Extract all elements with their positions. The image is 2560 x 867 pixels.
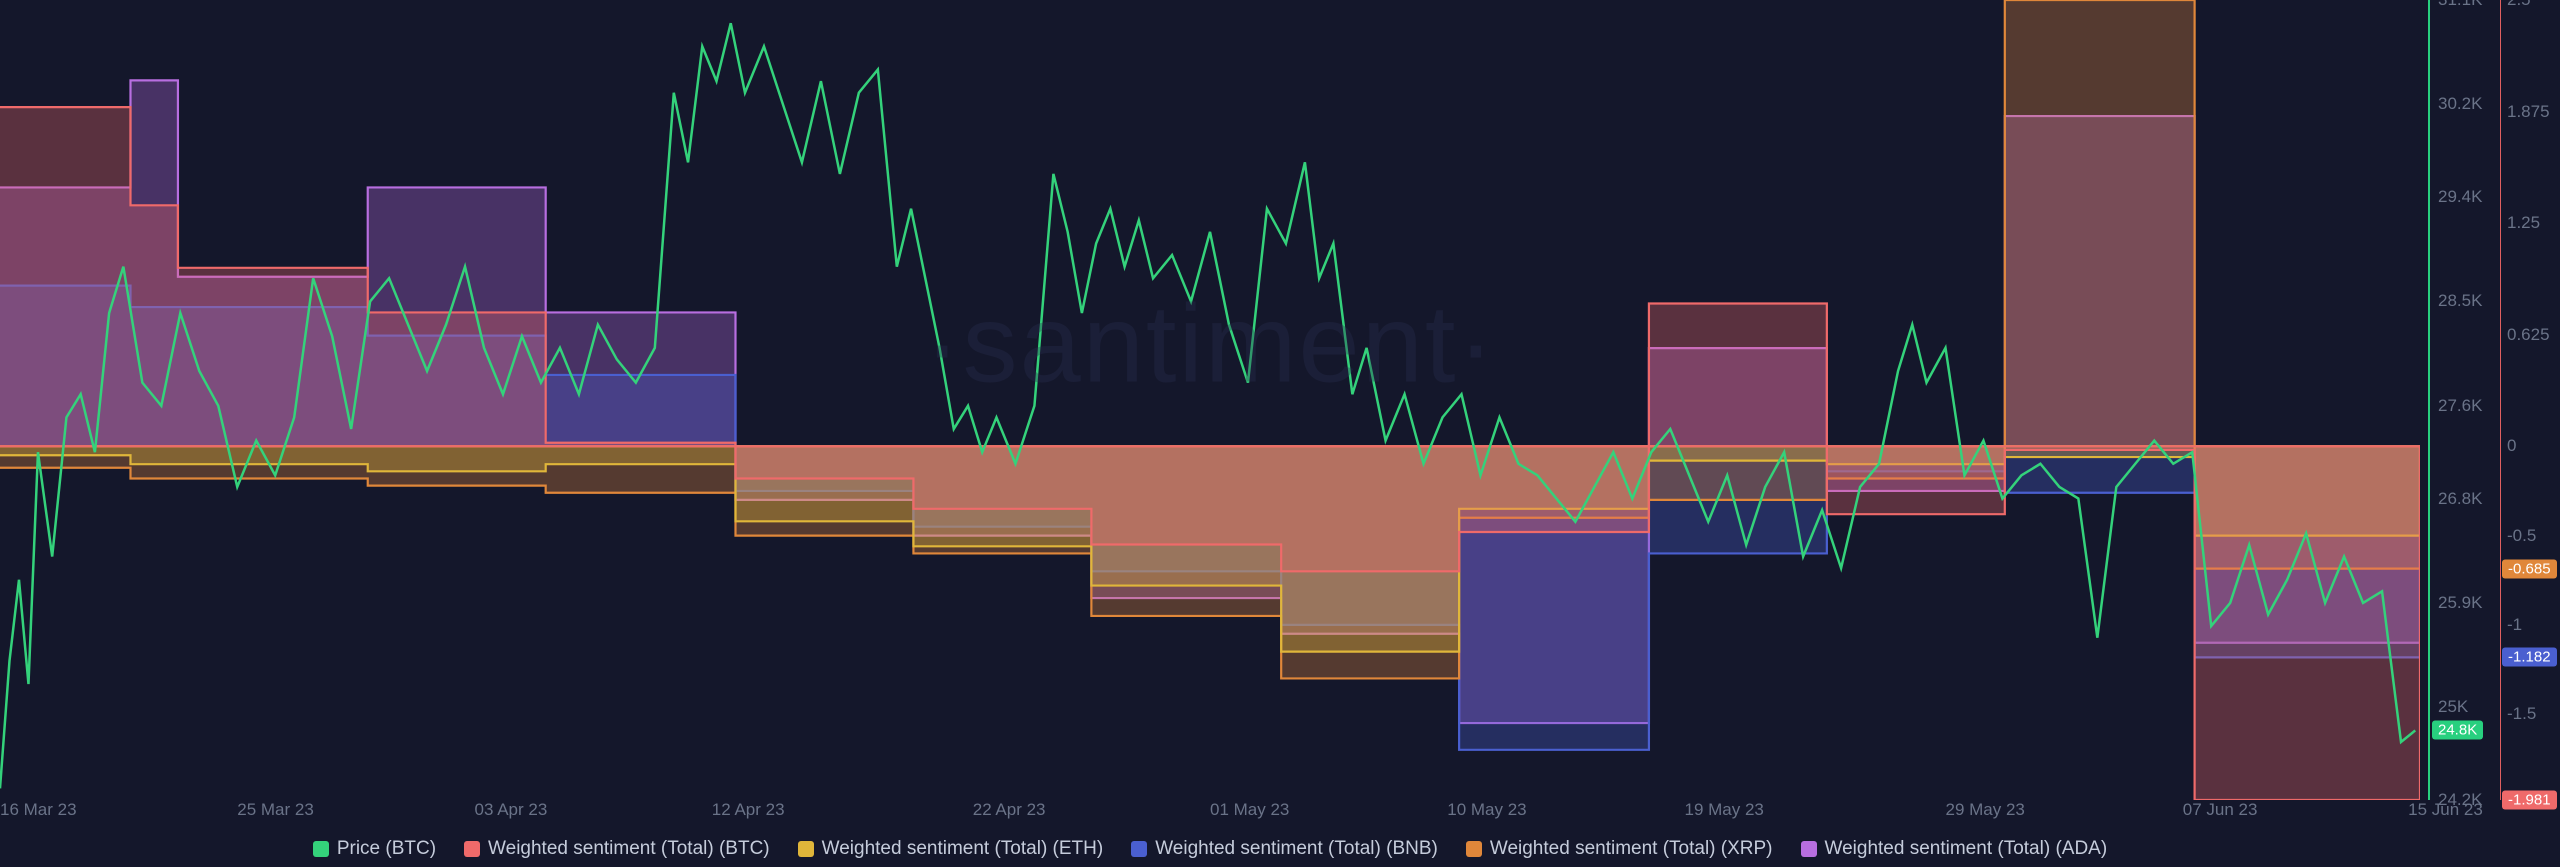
time-axis-tick: 19 May 23 [1685, 800, 1764, 820]
legend-item[interactable]: Weighted sentiment (Total) (BTC) [464, 838, 770, 860]
legend-label: Weighted sentiment (Total) (BTC) [488, 838, 770, 860]
sentiment-axis-tick: 1.25 [2507, 213, 2540, 233]
legend-swatch [464, 841, 480, 857]
legend-swatch [1801, 841, 1817, 857]
time-axis-tick: 03 Apr 23 [475, 800, 548, 820]
legend-label: Weighted sentiment (Total) (ADA) [1825, 838, 2108, 860]
chart-svg [0, 0, 2420, 800]
time-axis-tick: 25 Mar 23 [237, 800, 314, 820]
price-axis-tick: 30.2K [2438, 94, 2482, 114]
axis-value-badge: -1.182 [2502, 648, 2557, 667]
sentiment-axis-tick: -1.5 [2507, 704, 2536, 724]
legend-item[interactable]: Price (BTC) [313, 838, 436, 860]
time-axis-tick: 15 Jun 23 [2408, 800, 2483, 820]
price-axis-tick: 29.4K [2438, 187, 2482, 207]
price-axis-tick: 31.1K [2438, 0, 2482, 10]
legend-label: Weighted sentiment (Total) (BNB) [1155, 838, 1438, 860]
time-axis-tick: 22 Apr 23 [973, 800, 1046, 820]
legend-item[interactable]: Weighted sentiment (Total) (BNB) [1131, 838, 1438, 860]
time-axis-tick: 12 Apr 23 [712, 800, 785, 820]
axis-value-badge: 24.8K [2432, 721, 2483, 740]
legend: Price (BTC) Weighted sentiment (Total) (B… [0, 838, 2420, 863]
time-axis-tick: 01 May 23 [1210, 800, 1289, 820]
time-axis-tick: 07 Jun 23 [2183, 800, 2258, 820]
time-axis-tick: 16 Mar 23 [0, 800, 77, 820]
price-axis-tick: 28.5K [2438, 291, 2482, 311]
sentiment-axis-tick: 1.875 [2507, 102, 2550, 122]
price-axis-tick: 27.6K [2438, 396, 2482, 416]
sentiment-axis-tick: -1 [2507, 615, 2522, 635]
legend-swatch [313, 841, 329, 857]
price-axis: 31.1K 30.2K 29.4K 28.5K 27.6K 26.8K 25.9K 25K 24… [2428, 0, 2490, 800]
sentiment-axis-tick: 0 [2507, 436, 2516, 456]
sentiment-axis: 2.5 1.875 1.25 0.625 0 -0.5 -1 -1.5 [2500, 0, 2560, 800]
axis-value-badge: -1.981 [2502, 791, 2557, 810]
legend-swatch [798, 841, 814, 857]
legend-item[interactable]: Weighted sentiment (Total) (XRP) [1466, 838, 1773, 860]
legend-item[interactable]: Weighted sentiment (Total) (ADA) [1801, 838, 2108, 860]
time-axis-tick: 29 May 23 [1945, 800, 2024, 820]
price-axis-tick: 25K [2438, 697, 2468, 717]
sentiment-axis-tick: 2.5 [2507, 0, 2531, 10]
price-axis-tick: 25.9K [2438, 593, 2482, 613]
legend-swatch [1131, 841, 1147, 857]
legend-item[interactable]: Weighted sentiment (Total) (ETH) [798, 838, 1104, 860]
axis-value-badge: -0.685 [2502, 559, 2557, 578]
chart-plot-area[interactable]: ·santiment· [0, 0, 2420, 800]
legend-swatch [1466, 841, 1482, 857]
legend-label: Price (BTC) [337, 838, 436, 860]
time-axis-tick: 10 May 23 [1447, 800, 1526, 820]
legend-label: Weighted sentiment (Total) (ETH) [822, 838, 1104, 860]
sentiment-axis-tick: 0.625 [2507, 325, 2550, 345]
legend-label: Weighted sentiment (Total) (XRP) [1490, 838, 1773, 860]
time-axis: 16 Mar 23 25 Mar 23 03 Apr 23 12 Apr 23 22 A… [0, 800, 2420, 822]
sentiment-axis-tick: -0.5 [2507, 526, 2536, 546]
price-axis-tick: 26.8K [2438, 489, 2482, 509]
